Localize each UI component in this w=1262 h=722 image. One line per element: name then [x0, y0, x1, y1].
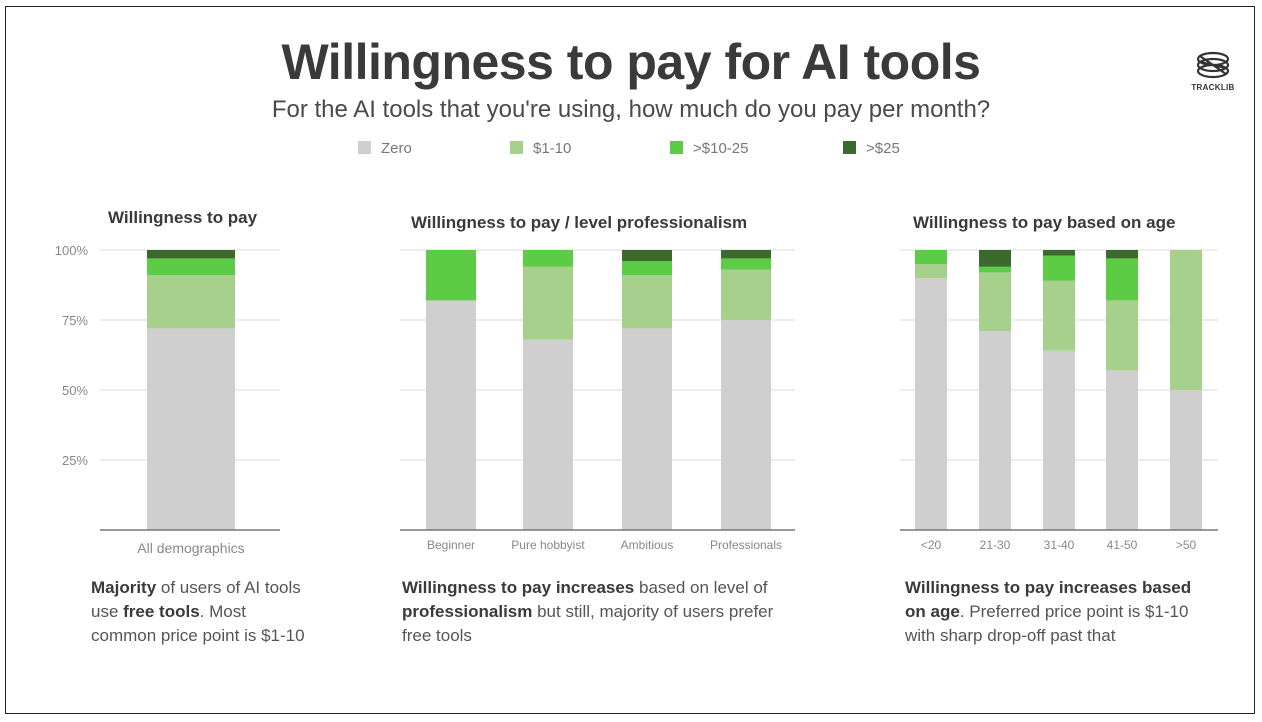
- bar-segment: [1043, 280, 1075, 351]
- bar-segment: [979, 266, 1011, 273]
- legend-item-10-25: >$10-25: [670, 140, 748, 158]
- legend-label: >$25: [866, 140, 900, 157]
- y-tick-label: 50%: [62, 383, 88, 398]
- legend-swatch: [510, 141, 523, 154]
- bar-segment: [147, 250, 235, 259]
- legend-label: Zero: [381, 140, 412, 157]
- legend-label: $1-10: [533, 140, 572, 157]
- bar-segment: [915, 264, 947, 278]
- tracklib-logo: TRACKLIB: [1183, 48, 1243, 98]
- bar-segment: [622, 328, 672, 530]
- bar-segment: [1043, 250, 1075, 256]
- bar-segment: [147, 258, 235, 276]
- x-tick-label: Professionals: [710, 538, 782, 552]
- bar-segment: [1106, 370, 1138, 530]
- bar-segment: [979, 272, 1011, 332]
- description-professionalism: Willingness to pay increases based on le…: [402, 578, 774, 645]
- panel-title-age: Willingness to pay based on age: [913, 213, 1176, 232]
- bar-segment: [721, 320, 771, 530]
- legend-swatch: [358, 141, 371, 154]
- bar-segment: [1043, 350, 1075, 530]
- description-age: Willingness to pay increases based on ag…: [905, 578, 1192, 645]
- x-tick-label: 41-50: [1107, 538, 1138, 552]
- y-tick-label: 25%: [62, 453, 88, 468]
- legend-swatch: [670, 141, 683, 154]
- x-tick-label: >50: [1176, 538, 1197, 552]
- bar-segment: [721, 269, 771, 320]
- description-overall: Majority of users of AI tools use free t…: [91, 578, 305, 645]
- y-tick-label: 75%: [62, 313, 88, 328]
- slide-title: Willingness to pay for AI tools: [281, 34, 981, 90]
- x-tick-label: Pure hobbyist: [511, 538, 585, 552]
- bar-segment: [523, 266, 573, 340]
- bar-segment: [523, 339, 573, 530]
- bar-segment: [147, 328, 235, 530]
- bar-segment: [622, 261, 672, 276]
- bar-segment: [979, 250, 1011, 267]
- x-tick-label: <20: [921, 538, 942, 552]
- legend-label: >$10-25: [693, 140, 749, 157]
- tracklib-logo-icon: [1196, 51, 1230, 79]
- bar-segment: [1106, 300, 1138, 371]
- x-tick-label: Ambitious: [621, 538, 674, 552]
- legend-item-zero: Zero: [358, 140, 412, 158]
- bar-segment: [721, 250, 771, 259]
- slide-subtitle: For the AI tools that you're using, how …: [271, 96, 991, 123]
- bar-segment: [426, 250, 476, 301]
- bar-segment: [1043, 255, 1075, 281]
- legend-item-1-10: $1-10: [510, 140, 571, 158]
- bar-segment: [1170, 250, 1202, 390]
- bar-segment: [147, 275, 235, 329]
- bar-segment: [915, 250, 947, 264]
- x-tick-label: 31-40: [1044, 538, 1075, 552]
- bar-segment: [523, 250, 573, 267]
- bar-segment: [1106, 250, 1138, 259]
- x-tick-label: Beginner: [427, 538, 475, 552]
- bar-segment: [426, 300, 476, 530]
- bar-segment: [1106, 258, 1138, 301]
- panel-title-professionalism: Willingness to pay / level professionali…: [411, 213, 748, 232]
- bar-segment: [1170, 390, 1202, 530]
- legend-swatch: [843, 141, 856, 154]
- bar-segment: [915, 278, 947, 530]
- bar-segment: [979, 331, 1011, 530]
- bar-segment: [721, 258, 771, 270]
- bar-segment: [622, 275, 672, 329]
- panel-title-overall: Willingness to pay: [108, 208, 258, 227]
- x-tick-label: All demographics: [137, 540, 244, 556]
- y-tick-label: 100%: [55, 243, 89, 258]
- bar-segment: [622, 250, 672, 262]
- x-tick-label: 21-30: [980, 538, 1011, 552]
- logo-text: TRACKLIB: [1191, 83, 1235, 92]
- legend-item-over-25: >$25: [843, 140, 900, 158]
